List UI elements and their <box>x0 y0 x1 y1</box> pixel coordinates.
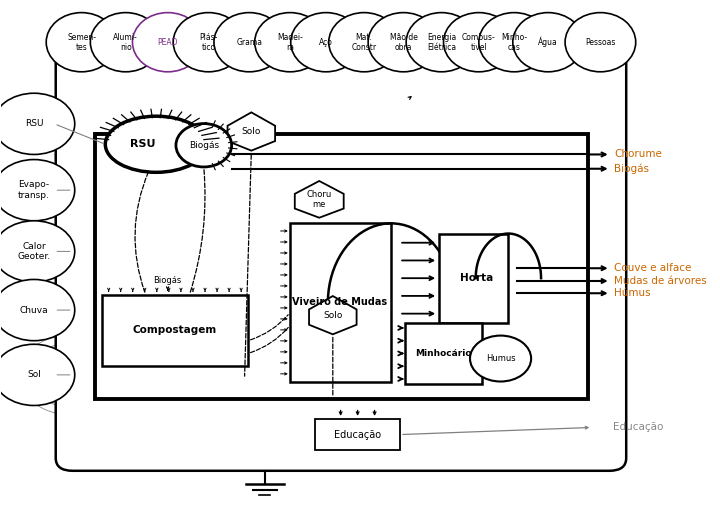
FancyBboxPatch shape <box>55 50 626 471</box>
Text: Pessoas: Pessoas <box>585 38 616 47</box>
Polygon shape <box>294 181 343 218</box>
Text: Mão de
obra: Mão de obra <box>390 32 418 52</box>
Text: Húmus: Húmus <box>614 288 651 298</box>
Ellipse shape <box>105 116 207 172</box>
Text: Minhocário: Minhocário <box>415 349 471 358</box>
Text: Energia
Elétrica: Energia Elétrica <box>427 32 456 52</box>
Ellipse shape <box>444 13 514 72</box>
Text: Mat.
Constr: Mat. Constr <box>351 32 377 52</box>
Ellipse shape <box>470 336 531 382</box>
Text: Calor
Geoter.: Calor Geoter. <box>17 242 50 261</box>
Text: Solo: Solo <box>323 311 343 320</box>
Ellipse shape <box>0 280 75 341</box>
Polygon shape <box>309 296 356 334</box>
Text: Chuva: Chuva <box>19 306 48 314</box>
Bar <box>102 295 248 366</box>
Ellipse shape <box>46 13 117 72</box>
Text: Combus-
tivel: Combus- tivel <box>462 32 495 52</box>
Text: Alumi-
nio: Alumi- nio <box>113 32 138 52</box>
Ellipse shape <box>0 160 75 221</box>
Text: Educação: Educação <box>613 422 663 432</box>
Ellipse shape <box>406 13 477 72</box>
Text: Madei-
ra: Madei- ra <box>277 32 303 52</box>
Text: Educação: Educação <box>334 429 381 440</box>
Ellipse shape <box>0 344 75 405</box>
Text: Mudas de árvores: Mudas de árvores <box>614 276 707 286</box>
Ellipse shape <box>479 13 549 72</box>
Text: Água: Água <box>539 37 558 48</box>
Text: Couve e alface: Couve e alface <box>614 263 691 273</box>
Text: Humus: Humus <box>486 354 516 363</box>
Ellipse shape <box>90 13 161 72</box>
Text: Evapo-
transp.: Evapo- transp. <box>18 181 50 200</box>
Text: Minho-
cas: Minho- cas <box>501 32 527 52</box>
Ellipse shape <box>329 13 400 72</box>
Bar <box>290 223 391 382</box>
Text: Semen-
tes: Semen- tes <box>67 32 96 52</box>
Bar <box>315 419 400 450</box>
Text: RSU: RSU <box>130 139 156 149</box>
Text: Biogás: Biogás <box>189 141 219 150</box>
Ellipse shape <box>214 13 284 72</box>
Text: Viveiro de Mudas: Viveiro de Mudas <box>292 298 387 307</box>
Ellipse shape <box>0 221 75 282</box>
Ellipse shape <box>565 13 636 72</box>
Text: Biogás: Biogás <box>614 164 649 174</box>
Polygon shape <box>228 112 275 151</box>
Ellipse shape <box>291 13 361 72</box>
Text: Horta: Horta <box>460 273 493 283</box>
Text: PEAD: PEAD <box>158 38 178 47</box>
Ellipse shape <box>174 13 244 72</box>
Text: Grama: Grama <box>236 38 262 47</box>
Text: Chorume: Chorume <box>614 149 662 160</box>
Text: Sol: Sol <box>27 370 41 380</box>
Text: Compostagem: Compostagem <box>132 325 217 336</box>
Ellipse shape <box>176 124 232 167</box>
Text: Aço: Aço <box>319 38 333 47</box>
Text: RSU: RSU <box>24 120 43 128</box>
Text: Solo: Solo <box>242 127 261 136</box>
Ellipse shape <box>0 93 75 154</box>
Bar <box>95 134 588 399</box>
Ellipse shape <box>513 13 583 72</box>
Text: Plás-
tico: Plás- tico <box>199 32 217 52</box>
Ellipse shape <box>255 13 325 72</box>
Bar <box>439 233 508 323</box>
Text: Choru
me: Choru me <box>307 190 332 209</box>
Ellipse shape <box>132 13 203 72</box>
Bar <box>405 323 482 384</box>
Text: Biogás: Biogás <box>153 276 181 285</box>
Ellipse shape <box>368 13 438 72</box>
